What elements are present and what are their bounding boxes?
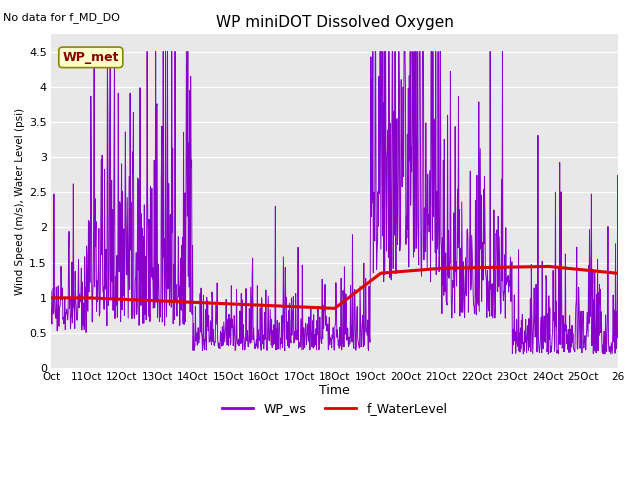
Legend: WP_ws, f_WaterLevel: WP_ws, f_WaterLevel [217,397,452,420]
Text: WP_met: WP_met [63,51,119,64]
Text: No data for f_MD_DO: No data for f_MD_DO [3,12,120,23]
Y-axis label: Wind Speed (m/s), Water Level (psi): Wind Speed (m/s), Water Level (psi) [15,108,25,295]
X-axis label: Time: Time [319,384,350,397]
Title: WP miniDOT Dissolved Oxygen: WP miniDOT Dissolved Oxygen [216,15,454,30]
